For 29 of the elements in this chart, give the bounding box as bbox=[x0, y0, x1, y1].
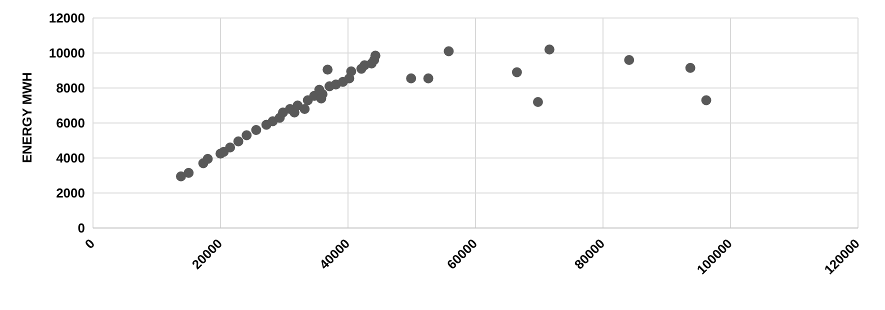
point bbox=[242, 130, 252, 140]
y-tick-label: 0 bbox=[78, 220, 85, 236]
y-tick-label: 4000 bbox=[56, 150, 85, 166]
point bbox=[322, 64, 333, 75]
y-tick-label: 2000 bbox=[56, 186, 85, 201]
point bbox=[624, 55, 634, 65]
y-tick-label: 10000 bbox=[48, 46, 85, 61]
y-tick-label: 8000 bbox=[56, 80, 85, 96]
point bbox=[176, 171, 186, 182]
point bbox=[251, 125, 262, 135]
point bbox=[300, 104, 310, 114]
point bbox=[346, 66, 356, 76]
y-tick-label: 12000 bbox=[48, 10, 85, 26]
point bbox=[406, 73, 416, 84]
point bbox=[233, 136, 244, 146]
y-axis-title: ENERGY MWH bbox=[20, 72, 35, 163]
point bbox=[512, 67, 522, 78]
x-tick-label: 0 bbox=[82, 236, 98, 252]
point bbox=[532, 97, 543, 107]
point bbox=[444, 46, 454, 56]
point bbox=[701, 95, 712, 106]
y-tick-label: 6000 bbox=[56, 116, 85, 131]
point bbox=[370, 50, 380, 61]
point bbox=[202, 154, 213, 164]
point bbox=[225, 142, 236, 152]
point bbox=[184, 168, 194, 178]
point bbox=[423, 73, 434, 84]
point bbox=[685, 62, 696, 73]
point bbox=[544, 44, 554, 54]
